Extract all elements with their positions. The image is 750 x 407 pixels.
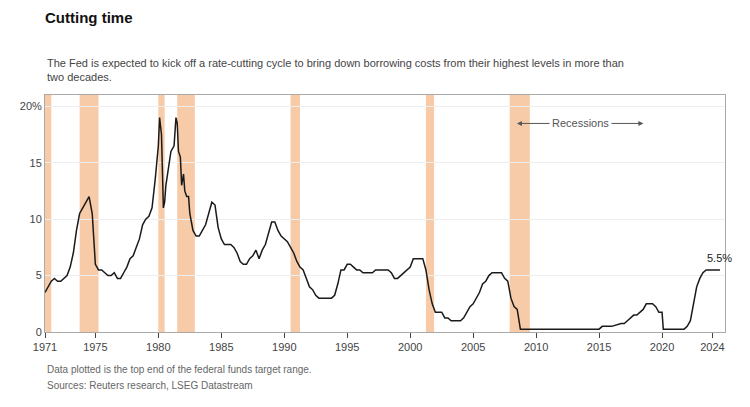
svg-text:1995: 1995 <box>335 341 359 353</box>
svg-text:15: 15 <box>30 157 42 169</box>
svg-text:2020: 2020 <box>650 341 674 353</box>
svg-text:2010: 2010 <box>524 341 548 353</box>
svg-text:Data plotted is the top end of: Data plotted is the top end of the feder… <box>47 364 312 375</box>
svg-text:Sources: Reuters research, LSE: Sources: Reuters research, LSEG Datastre… <box>47 380 253 391</box>
svg-text:Cutting time: Cutting time <box>45 9 133 26</box>
svg-text:10: 10 <box>30 213 42 225</box>
svg-text:1990: 1990 <box>272 341 296 353</box>
svg-text:Recessions: Recessions <box>552 117 609 129</box>
svg-text:1971: 1971 <box>33 341 57 353</box>
svg-text:0: 0 <box>36 326 42 338</box>
svg-text:5.5%: 5.5% <box>707 252 732 264</box>
svg-text:2024: 2024 <box>700 341 724 353</box>
svg-text:5: 5 <box>36 269 42 281</box>
svg-text:2000: 2000 <box>398 341 422 353</box>
svg-text:1975: 1975 <box>83 341 107 353</box>
svg-text:20%: 20% <box>20 100 42 112</box>
svg-text:The Fed is expected to kick of: The Fed is expected to kick off a rate-c… <box>47 57 624 83</box>
svg-text:2005: 2005 <box>461 341 485 353</box>
svg-text:1985: 1985 <box>209 341 233 353</box>
svg-text:2015: 2015 <box>587 341 611 353</box>
svg-text:1980: 1980 <box>146 341 170 353</box>
